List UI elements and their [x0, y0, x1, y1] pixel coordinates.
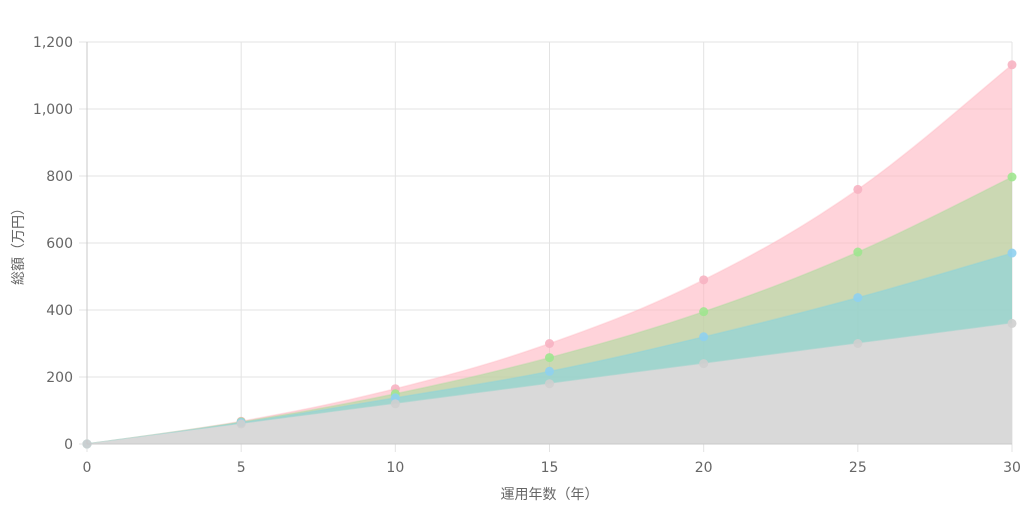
y-tick-label: 600 — [46, 236, 73, 252]
data-point[interactable] — [1007, 172, 1017, 182]
series-points — [82, 60, 1017, 449]
data-point[interactable] — [699, 307, 709, 317]
data-point[interactable] — [699, 275, 709, 285]
data-point[interactable] — [1007, 318, 1017, 328]
data-point[interactable] — [390, 399, 400, 409]
data-point[interactable] — [545, 379, 554, 389]
data-point[interactable] — [545, 353, 554, 363]
data-point[interactable] — [545, 366, 554, 376]
y-tick-label: 400 — [46, 303, 73, 319]
data-point[interactable] — [853, 339, 863, 348]
x-tick-label: 0 — [83, 460, 92, 476]
data-point[interactable] — [853, 184, 863, 194]
y-tick-label: 1,200 — [33, 35, 73, 51]
x-tick-label: 10 — [386, 460, 404, 476]
x-tick-label: 15 — [541, 460, 559, 476]
data-point[interactable] — [236, 419, 246, 429]
x-tick-label: 30 — [1003, 460, 1021, 476]
x-tick-label: 25 — [849, 460, 867, 476]
y-tick-label: 200 — [46, 370, 73, 386]
data-point[interactable] — [699, 359, 709, 369]
data-point[interactable] — [1007, 60, 1017, 70]
data-point[interactable] — [853, 247, 863, 257]
axes: 0 200 400 600 800 1,000 1,200 0 5 10 15 20 25 30 — [33, 35, 1021, 476]
data-point[interactable] — [1007, 248, 1017, 258]
data-point[interactable] — [699, 332, 709, 342]
x-tick-label: 5 — [237, 460, 246, 476]
data-point[interactable] — [545, 339, 554, 348]
y-tick-label: 1,000 — [33, 102, 73, 118]
y-tick-label: 800 — [46, 169, 73, 185]
x-axis-title: 運用年数（年） — [501, 487, 599, 503]
data-point[interactable] — [853, 293, 863, 303]
y-tick-label: 0 — [64, 437, 73, 453]
y-axis-title: 総額（万円） — [11, 201, 27, 285]
x-tick-label: 20 — [695, 460, 713, 476]
